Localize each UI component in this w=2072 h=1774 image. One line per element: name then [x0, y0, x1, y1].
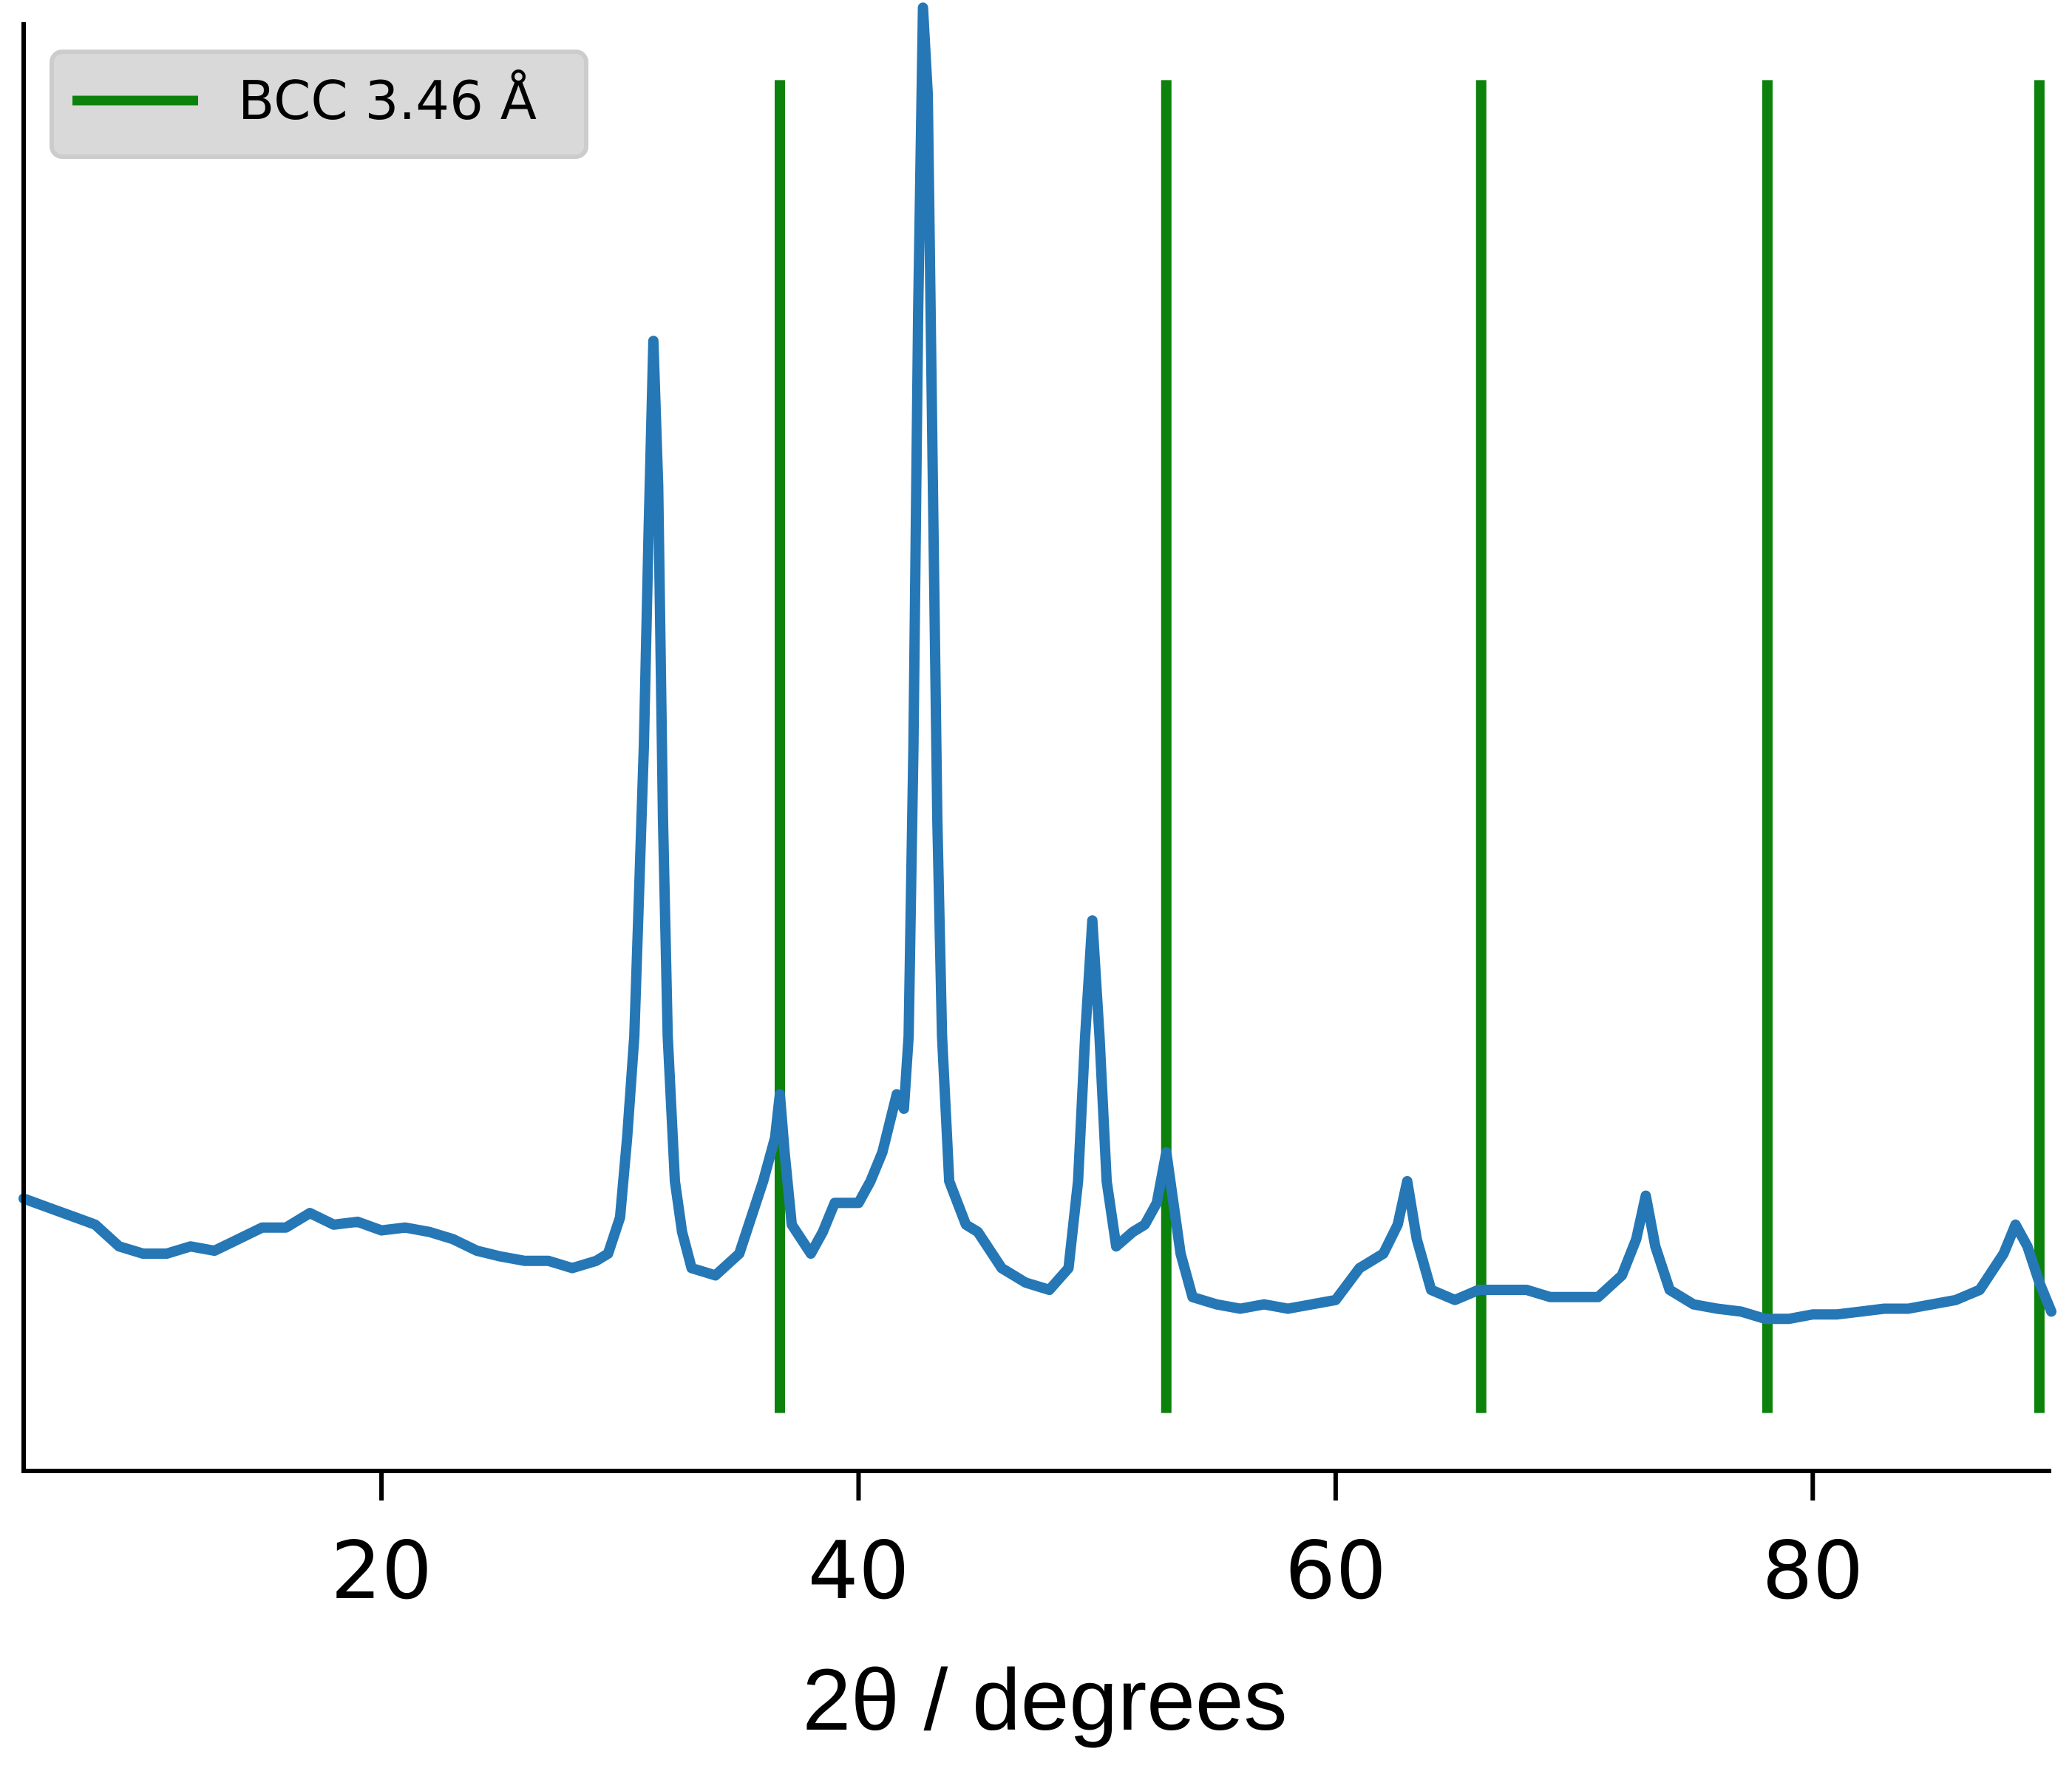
reference-lines [774, 80, 2045, 1413]
x-tick-label: 40 [808, 1525, 909, 1617]
x-axis-title: 2θ / degrees [802, 1651, 1287, 1749]
x-tick-label: 80 [1762, 1525, 1864, 1617]
x-tick-label: 60 [1285, 1525, 1386, 1617]
series-line-pattern [18, 2, 2056, 1325]
x-ticks: 20 40 60 80 [330, 1471, 1864, 1617]
x-tick-label: 20 [330, 1525, 432, 1617]
legend: BCC 3.46 Å [50, 50, 588, 159]
legend-box [50, 50, 588, 159]
legend-label: BCC 3.46 Å [238, 69, 537, 132]
